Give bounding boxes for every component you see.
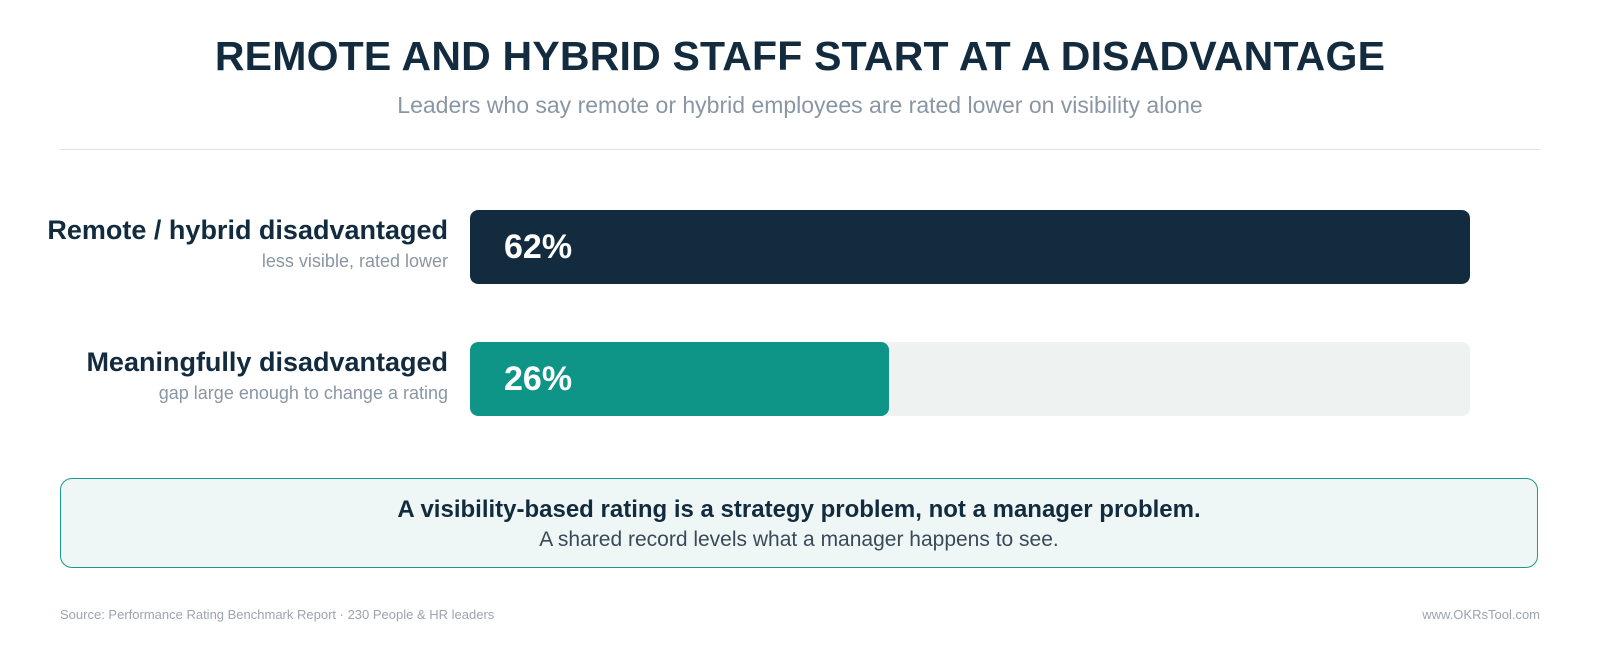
- bar-label-1: Remote / hybrid disadvantaged less visibl…: [47, 213, 448, 273]
- source-note: Source: Performance Rating Benchmark Rep…: [60, 607, 495, 622]
- bar-label-main: Meaningfully disadvantaged: [86, 347, 448, 377]
- callout-headline: A visibility-based rating is a strategy …: [397, 496, 1201, 523]
- bar-label-sub: gap large enough to change a rating: [158, 383, 448, 403]
- bar-label-sub: less visible, rated lower: [261, 251, 448, 271]
- bar-label-2: Meaningfully disadvantaged gap large enou…: [86, 345, 448, 405]
- site-url: www.OKRsTool.com: [1422, 607, 1540, 622]
- bar-label-main: Remote / hybrid disadvantaged: [47, 215, 448, 245]
- bar-fill: [470, 342, 889, 416]
- bar-fill: [470, 210, 1470, 284]
- bar-track: 62%: [470, 210, 1470, 284]
- chart-title: REMOTE AND HYBRID STAFF START AT A DISAD…: [214, 33, 1386, 79]
- header-divider: [60, 149, 1540, 150]
- callout-box: A visibility-based rating is a strategy …: [60, 478, 1538, 568]
- bar-track: 26%: [470, 342, 1470, 416]
- chart-subtitle: Leaders who say remote or hybrid employe…: [397, 92, 1203, 118]
- bar-value-label: 62%: [504, 228, 573, 266]
- callout-body: A shared record levels what a manager ha…: [539, 528, 1059, 551]
- bar-value-label: 26%: [504, 360, 573, 398]
